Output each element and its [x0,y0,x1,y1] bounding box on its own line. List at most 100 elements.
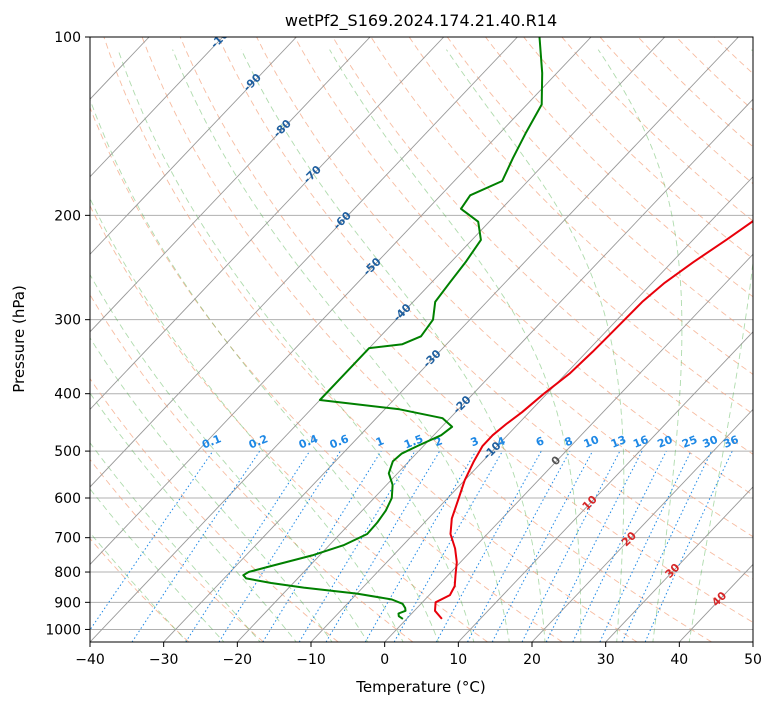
y-tick-label: 400 [54,387,81,403]
mixing-ratio-line [262,450,382,642]
dry-adiabat-line [90,293,414,642]
dry-adiabat-line [141,37,712,642]
moist-adiabat-line [446,49,625,642]
isotherm-line [90,37,297,255]
isotherm-line [90,37,666,642]
dry-adiabat-line [523,37,753,260]
mixing-ratio-line [644,450,733,642]
moist-adiabat-line [90,392,297,642]
mixing-ratio-line [131,450,261,642]
x-tick-label: 20 [523,652,541,668]
mixing-ratio-label: 0.4 [297,432,320,451]
dry-adiabat-line [90,106,563,642]
isotherm-line [237,98,753,642]
moist-adiabat-line [597,49,683,642]
moist-adiabat-line [117,49,475,642]
dry-adiabat-line [561,37,753,222]
dry-adiabat-line [90,458,264,642]
moist-adiabat-line [90,488,225,642]
mixing-ratio-line [599,450,692,642]
y-tick-label: 200 [54,208,81,224]
isotherm-line [752,641,753,642]
dry-adiabat-line [294,37,753,496]
moist-adiabat-line [688,49,753,642]
y-tick-label: 100 [54,30,81,46]
mixing-ratio-label: 8 [563,434,575,449]
isotherm-line [458,331,753,642]
dry-adiabat-line [90,377,339,642]
isotherm-line [90,37,224,178]
x-tick-label: 30 [597,652,615,668]
mixing-ratio-label: 30 [701,433,720,451]
moist-adiabat-line [90,337,333,642]
mixing-ratio-line [572,450,667,642]
x-axis-title: Temperature (°C) [355,678,485,696]
isotherm-line [605,486,753,642]
mixing-ratio-line [364,450,477,642]
x-tick-label: −10 [296,652,326,668]
isotherm-line [163,37,739,642]
moist-adiabat-line [90,273,369,642]
isotherm-line [384,253,753,642]
isotherm-line [679,563,753,642]
y-tick-label: 300 [54,313,81,329]
isotherm-line [310,176,753,642]
x-tick-label: 40 [670,652,688,668]
dry-adiabat-line [179,37,753,623]
isotherm-line [90,37,445,411]
background-lines [0,37,753,642]
x-tick-label: 0 [380,652,389,668]
moist-adiabat-line [90,442,261,642]
mixing-ratio-label: 20 [655,433,674,451]
background-line-labels: 0.1 0.2 0.4 0.6 1 1.5 2 3 4 6 8 10 13 16 20 25 30 36-100-… [200,37,741,609]
mixing-ratio-label: 10 [582,433,601,451]
dry-adiabat-line [90,204,488,642]
temperature-profile-line [434,219,753,620]
y-tick-label: 700 [54,531,81,547]
dry-adiabat-line [599,37,753,185]
moist-adiabat-line [329,49,582,642]
mixing-ratio-line [393,450,503,642]
dry-adiabat-line [332,37,753,455]
isotherm-line [531,408,753,642]
mixing-ratio-label: 36 [721,433,740,451]
mixing-ratio-label: 0.1 [200,432,223,451]
mixing-ratio-line [185,450,311,642]
dry-adiabat-line [714,37,753,75]
x-tick-label: 50 [744,652,762,668]
isotherm-line [0,37,2,642]
plot-frame [89,36,754,643]
mixing-ratio-label: 2 [432,434,444,449]
dry-adiabat-line [256,37,753,538]
y-tick-label: 800 [54,565,81,581]
dry-adiabat-line [637,37,753,148]
mixing-ratio-label: 13 [609,433,628,451]
mixing-ratio-line [218,450,341,642]
mixing-ratio-line [90,450,214,631]
profile-lines [242,37,753,620]
mixing-ratio-label: 6 [534,434,546,449]
mixing-ratio-label: 16 [631,433,650,451]
moist-adiabat-line [90,197,404,642]
moist-adiabat-line [90,98,439,642]
isotherm-line [90,37,518,488]
mixing-ratio-label: 3 [469,434,481,449]
x-tick-label: 10 [449,652,467,668]
moist-adiabat-line [90,531,188,642]
mixing-ratio-line [545,450,643,642]
y-tick-label: 1000 [45,622,81,638]
dry-adiabat-line [217,37,753,580]
dry-adiabat-line [90,537,190,642]
mixing-ratio-line [298,450,416,642]
dewpoint-profile-line [242,37,544,620]
mixing-ratio-label: 25 [680,433,699,451]
y-axis-title: Pressure (hPa) [10,285,28,393]
dry-adiabat-line [485,37,753,298]
chart-title: wetPf2_S169.2024.174.21.40.R14 [285,11,557,31]
dry-adiabat-line [103,37,638,642]
dry-adiabat-line [446,37,753,336]
mixing-ratio-label: 1 [374,434,386,449]
y-tick-label: 900 [54,595,81,611]
y-tick-label: 500 [54,444,81,460]
